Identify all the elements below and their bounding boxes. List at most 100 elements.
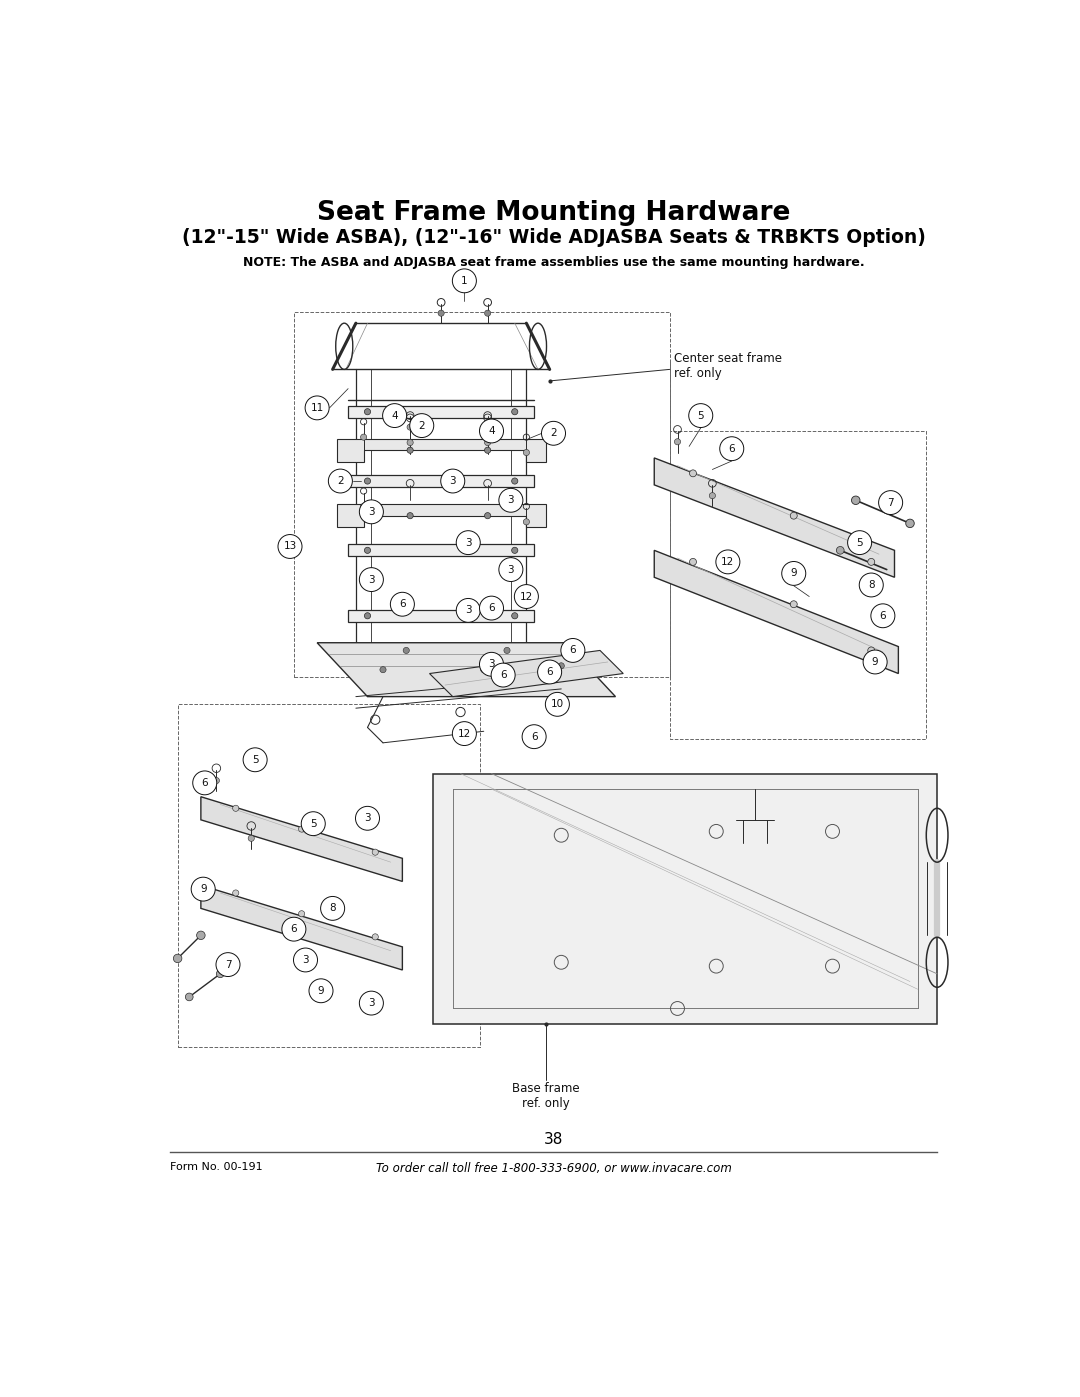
Circle shape bbox=[836, 546, 845, 555]
Text: 11: 11 bbox=[311, 402, 324, 414]
Circle shape bbox=[504, 647, 510, 654]
Circle shape bbox=[380, 666, 387, 673]
Circle shape bbox=[306, 395, 329, 420]
Circle shape bbox=[485, 447, 490, 453]
Text: 6: 6 bbox=[500, 671, 507, 680]
Circle shape bbox=[191, 877, 215, 901]
Circle shape bbox=[301, 812, 325, 835]
Polygon shape bbox=[337, 504, 545, 527]
Circle shape bbox=[403, 647, 409, 654]
Text: 5: 5 bbox=[252, 754, 258, 764]
Text: NOTE: The ASBA and ADJASBA seat frame assemblies use the same mounting hardware.: NOTE: The ASBA and ADJASBA seat frame as… bbox=[243, 256, 864, 270]
Circle shape bbox=[481, 666, 487, 673]
Circle shape bbox=[298, 911, 305, 916]
Text: 2: 2 bbox=[418, 420, 426, 430]
Text: 7: 7 bbox=[225, 960, 231, 970]
Circle shape bbox=[860, 573, 883, 597]
Text: 9: 9 bbox=[791, 569, 797, 578]
Circle shape bbox=[538, 659, 562, 685]
Text: Base frame
ref. only: Base frame ref. only bbox=[512, 1081, 580, 1109]
Text: 8: 8 bbox=[329, 904, 336, 914]
Text: 3: 3 bbox=[488, 659, 495, 669]
Text: Form No. 00-191: Form No. 00-191 bbox=[170, 1162, 262, 1172]
Circle shape bbox=[186, 993, 193, 1000]
Circle shape bbox=[407, 440, 414, 446]
Text: 3: 3 bbox=[368, 574, 375, 584]
Circle shape bbox=[361, 503, 367, 510]
Text: 3: 3 bbox=[449, 476, 456, 486]
Circle shape bbox=[364, 478, 370, 485]
Circle shape bbox=[782, 562, 806, 585]
Polygon shape bbox=[654, 458, 894, 577]
Circle shape bbox=[561, 638, 585, 662]
Circle shape bbox=[298, 826, 305, 833]
Circle shape bbox=[282, 918, 306, 942]
Circle shape bbox=[232, 805, 239, 812]
Circle shape bbox=[407, 513, 414, 518]
Circle shape bbox=[512, 548, 517, 553]
Circle shape bbox=[499, 557, 523, 581]
Polygon shape bbox=[201, 886, 403, 970]
Circle shape bbox=[524, 518, 529, 525]
Text: 3: 3 bbox=[508, 496, 514, 506]
Circle shape bbox=[719, 437, 744, 461]
Text: 6: 6 bbox=[400, 599, 406, 609]
Text: 6: 6 bbox=[488, 604, 495, 613]
Text: 6: 6 bbox=[569, 645, 577, 655]
Polygon shape bbox=[430, 651, 623, 697]
Circle shape bbox=[361, 434, 367, 440]
Circle shape bbox=[360, 567, 383, 591]
Text: 12: 12 bbox=[721, 557, 734, 567]
Text: Seat Frame Mounting Hardware: Seat Frame Mounting Hardware bbox=[316, 200, 791, 226]
Circle shape bbox=[480, 652, 503, 676]
Polygon shape bbox=[318, 643, 616, 697]
Circle shape bbox=[456, 598, 481, 622]
Circle shape bbox=[512, 409, 517, 415]
Text: 9: 9 bbox=[872, 657, 878, 666]
Circle shape bbox=[485, 440, 490, 446]
Text: 3: 3 bbox=[464, 605, 472, 616]
Circle shape bbox=[485, 513, 490, 518]
Circle shape bbox=[174, 954, 181, 963]
Text: 7: 7 bbox=[888, 497, 894, 507]
Circle shape bbox=[373, 933, 378, 940]
Text: 5: 5 bbox=[698, 411, 704, 420]
Circle shape bbox=[499, 489, 523, 513]
Circle shape bbox=[192, 771, 217, 795]
Text: 3: 3 bbox=[302, 956, 309, 965]
Circle shape bbox=[491, 664, 515, 687]
Polygon shape bbox=[433, 774, 937, 1024]
Text: 5: 5 bbox=[310, 819, 316, 828]
Polygon shape bbox=[654, 550, 899, 673]
Circle shape bbox=[328, 469, 352, 493]
Text: 1: 1 bbox=[461, 275, 468, 286]
Text: 13: 13 bbox=[283, 542, 297, 552]
Circle shape bbox=[453, 268, 476, 293]
Circle shape bbox=[848, 531, 872, 555]
Text: To order call toll free 1-800-333-6900, or www.invacare.com: To order call toll free 1-800-333-6900, … bbox=[376, 1162, 731, 1175]
Text: 2: 2 bbox=[337, 476, 343, 486]
Circle shape bbox=[216, 953, 240, 977]
Circle shape bbox=[382, 404, 407, 427]
Circle shape bbox=[243, 747, 267, 771]
Circle shape bbox=[791, 601, 797, 608]
Circle shape bbox=[710, 493, 715, 499]
Circle shape bbox=[213, 778, 219, 784]
Text: 12: 12 bbox=[458, 729, 471, 739]
Polygon shape bbox=[348, 475, 535, 488]
Circle shape bbox=[851, 496, 860, 504]
Text: 4: 4 bbox=[488, 426, 495, 436]
Circle shape bbox=[278, 535, 302, 559]
Circle shape bbox=[364, 548, 370, 553]
Polygon shape bbox=[337, 439, 545, 462]
Circle shape bbox=[689, 559, 697, 566]
Text: 5: 5 bbox=[856, 538, 863, 548]
Circle shape bbox=[355, 806, 379, 830]
Circle shape bbox=[716, 550, 740, 574]
Circle shape bbox=[197, 930, 205, 940]
Circle shape bbox=[541, 422, 566, 446]
Text: 6: 6 bbox=[546, 666, 553, 678]
Text: 4: 4 bbox=[391, 411, 397, 420]
Text: 10: 10 bbox=[551, 700, 564, 710]
Text: (12"-15" Wide ASBA), (12"-16" Wide ADJASBA Seats & TRBKTS Option): (12"-15" Wide ASBA), (12"-16" Wide ADJAS… bbox=[181, 229, 926, 247]
